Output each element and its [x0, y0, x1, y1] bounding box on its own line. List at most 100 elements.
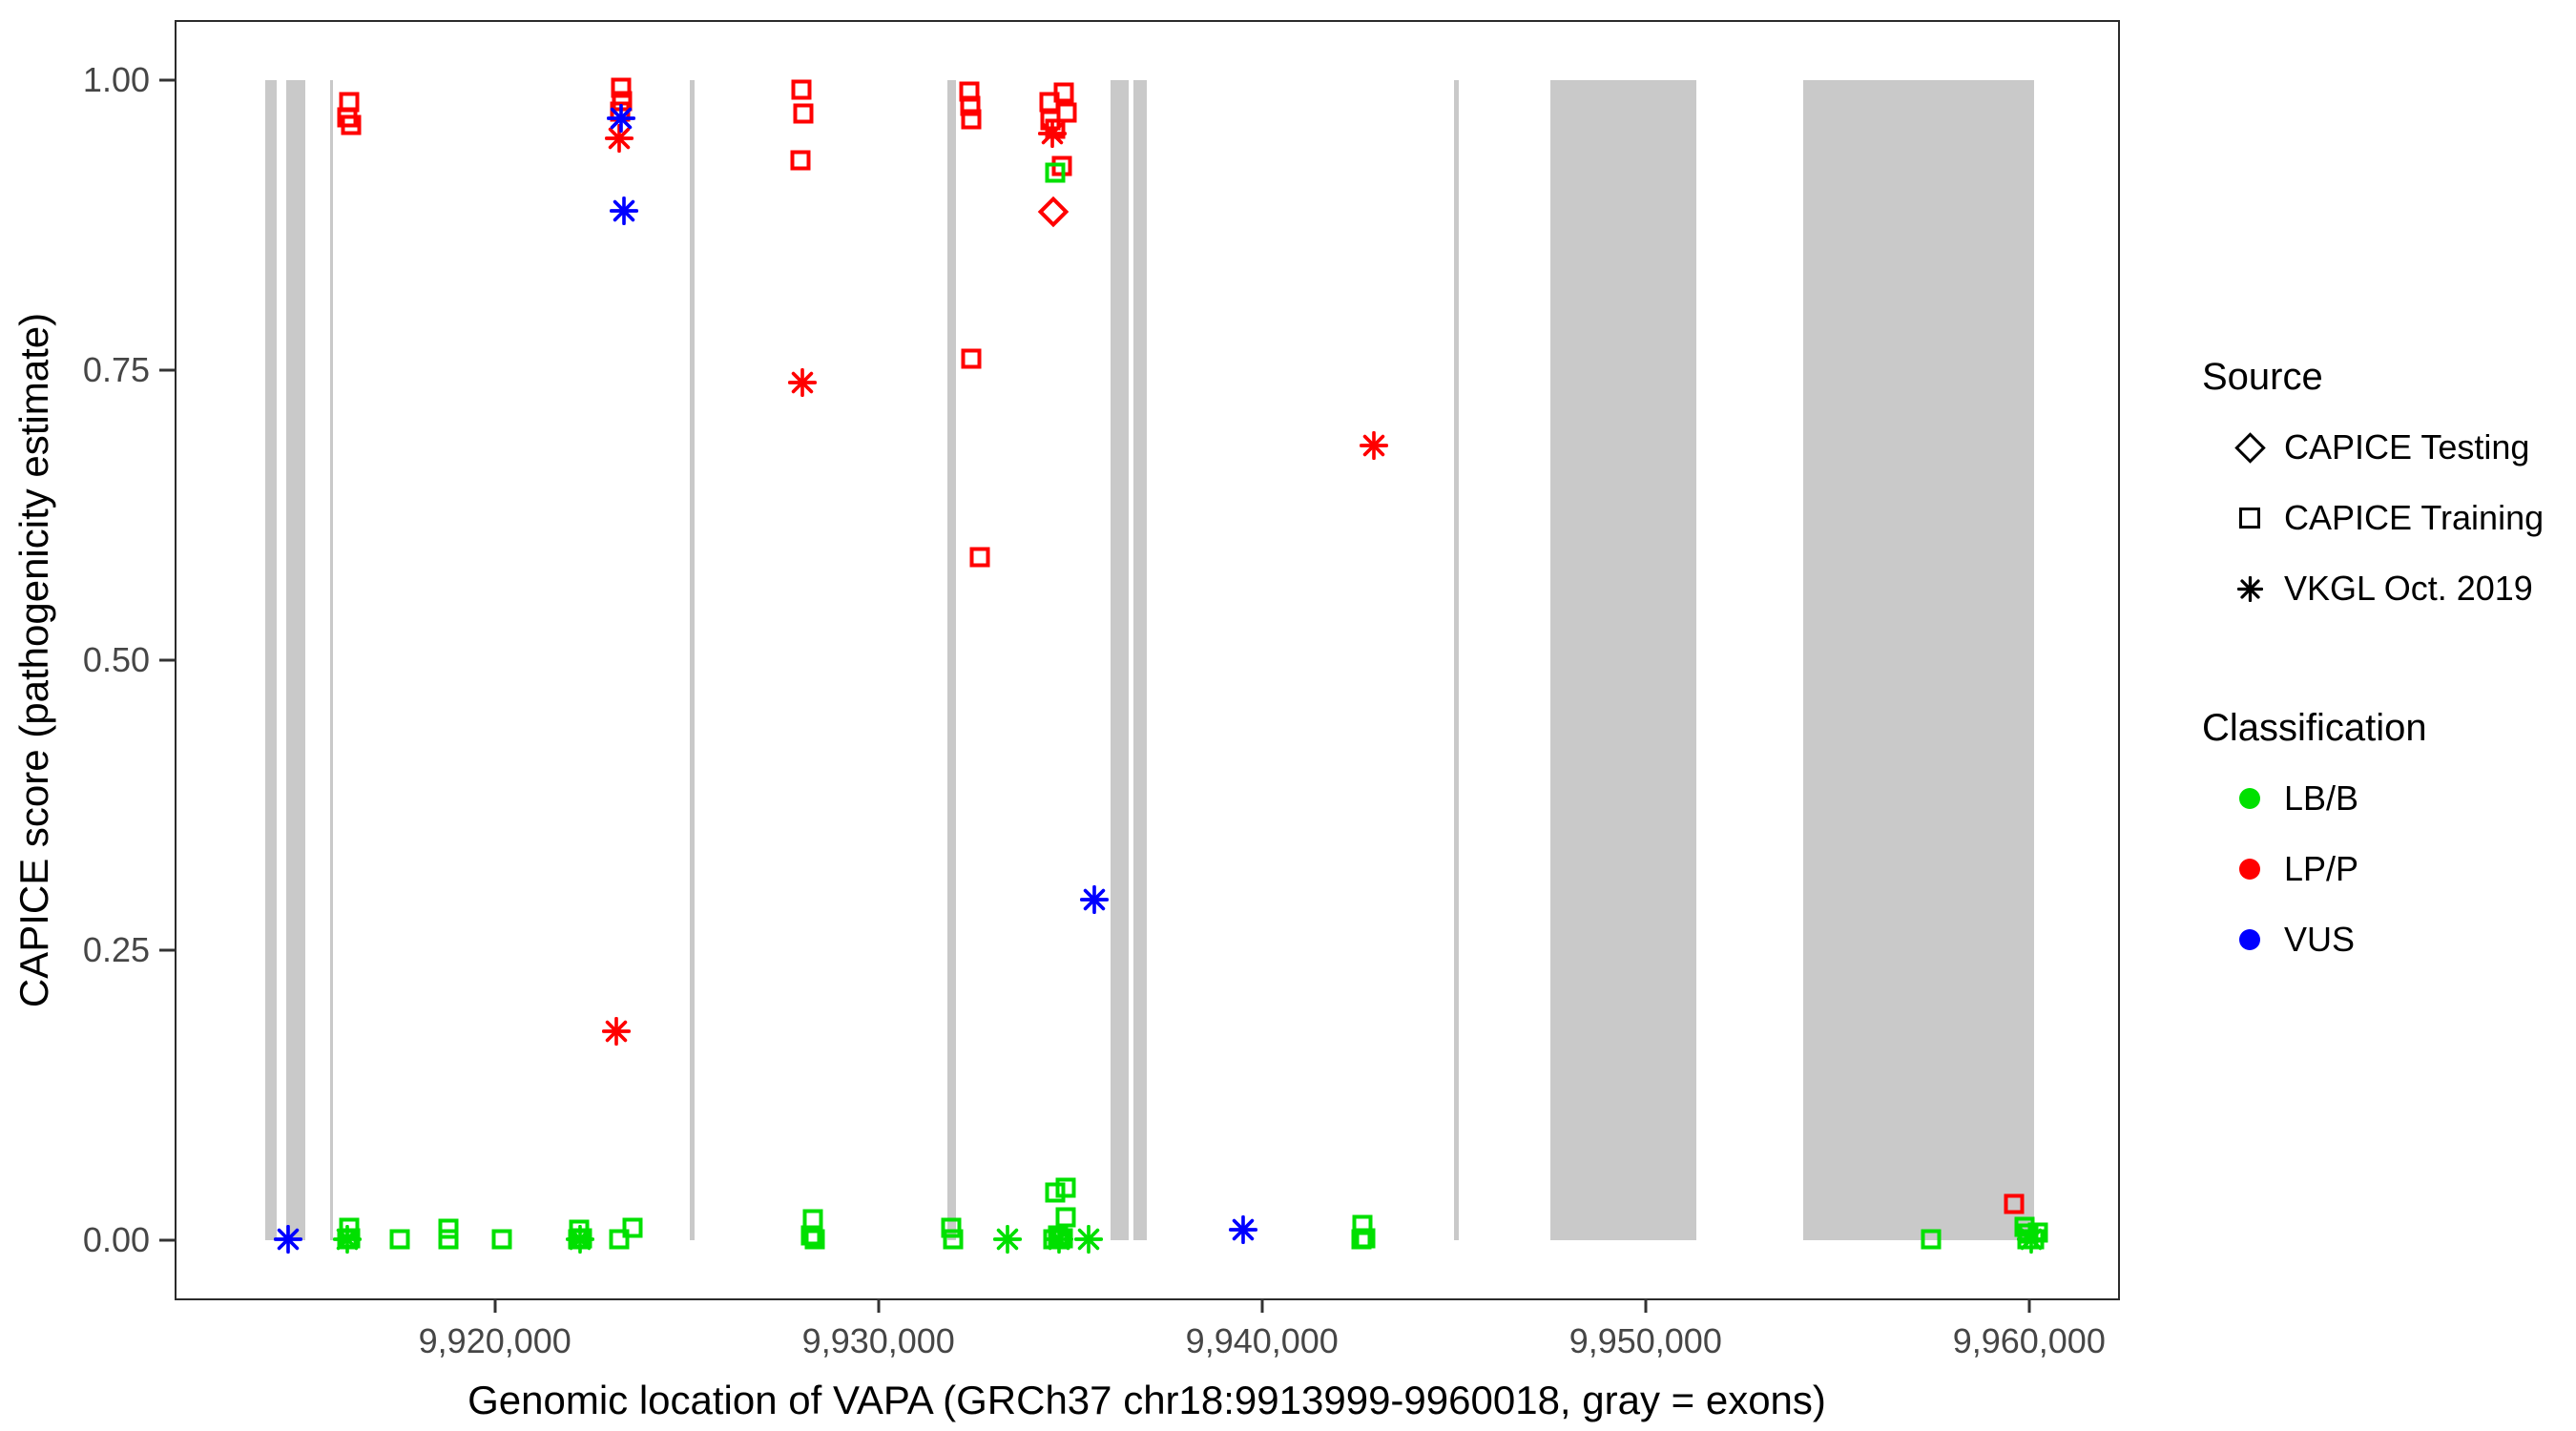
- x-tick-label: 9,930,000: [801, 1321, 955, 1360]
- square-icon: [2239, 508, 2260, 529]
- y-tick-label: 0.75: [82, 349, 150, 389]
- legend-key-asterisk-icon: [2229, 575, 2271, 602]
- data-point: [961, 348, 982, 369]
- y-tick: [159, 78, 175, 82]
- plot-panel: 9,920,000 9,930,000 9,940,000 9,950,000 9,96…: [83, 20, 2120, 1360]
- exon-band: [1550, 79, 1697, 1241]
- x-tick: [493, 1298, 497, 1313]
- legend-source-item: CAPICE Testing: [2187, 412, 2576, 483]
- data-point: [438, 1218, 459, 1239]
- data-point: [605, 123, 634, 153]
- legend-item-label: CAPICE Testing: [2284, 427, 2530, 467]
- data-point: [2017, 1224, 2046, 1254]
- legend-item-label: VUS: [2284, 920, 2356, 959]
- legend-key-circle-icon: [2229, 788, 2271, 809]
- legend-source-item: CAPICE Training: [2187, 483, 2576, 553]
- data-point: [1921, 1229, 1942, 1250]
- data-point: [622, 1217, 643, 1238]
- data-point: [960, 95, 981, 116]
- data-point: [1229, 1215, 1258, 1245]
- x-tick-label: 9,950,000: [1568, 1321, 1722, 1360]
- x-tick: [2027, 1298, 2031, 1313]
- y-tick: [159, 658, 175, 662]
- data-point: [2004, 1193, 2025, 1214]
- data-point: [800, 1225, 821, 1246]
- y-tick-label: 0.50: [82, 640, 150, 679]
- x-tick: [1260, 1298, 1264, 1313]
- y-tick: [159, 1238, 175, 1242]
- y-tick-label: 1.00: [82, 59, 150, 99]
- circle-icon: [2239, 788, 2260, 809]
- legend-key-circle-icon: [2229, 929, 2271, 950]
- data-point: [959, 81, 980, 102]
- data-point: [601, 1017, 631, 1047]
- legend-key-square-icon: [2229, 508, 2271, 529]
- data-point: [491, 1229, 512, 1250]
- legend-item-label: CAPICE Training: [2284, 498, 2545, 537]
- legend-source-item: VKGL Oct. 2019: [2187, 553, 2576, 624]
- data-point: [804, 1229, 825, 1250]
- legend-classification-item: LB/B: [2187, 763, 2576, 834]
- legend-item-label: VKGL Oct. 2019: [2284, 569, 2533, 608]
- exon-band: [1802, 79, 2034, 1241]
- x-tick-label: 9,920,000: [418, 1321, 571, 1360]
- x-tick-label: 9,940,000: [1185, 1321, 1339, 1360]
- data-point: [1045, 162, 1066, 183]
- legend-classification-items: LB/B LP/P VUS: [2187, 763, 2576, 975]
- legend: Source CAPICE Testing CAPICE Training VKGL…: [2187, 342, 2576, 975]
- legend-key-diamond-icon: [2229, 431, 2271, 464]
- data-point: [389, 1229, 410, 1250]
- legend-spacer: [2187, 624, 2576, 693]
- data-point: [1055, 1177, 1076, 1198]
- data-point: [332, 1224, 362, 1254]
- data-point: [1352, 1214, 1373, 1235]
- legend-item-label: LP/P: [2284, 849, 2359, 888]
- legend-classification-title: Classification: [2202, 707, 2427, 749]
- exon-band: [1133, 79, 1148, 1241]
- exon-band: [1110, 79, 1129, 1241]
- diamond-icon: [2233, 431, 2266, 464]
- exon-band: [946, 79, 957, 1241]
- data-point: [969, 547, 990, 568]
- legend-classification-item: VUS: [2187, 904, 2576, 975]
- y-tick: [159, 368, 175, 372]
- exon-band: [286, 79, 305, 1241]
- data-point: [790, 150, 811, 171]
- x-tick-label: 9,960,000: [1952, 1321, 2106, 1360]
- x-tick: [1644, 1298, 1648, 1313]
- data-point: [274, 1224, 303, 1254]
- legend-item-label: LB/B: [2284, 778, 2359, 818]
- data-point: [1355, 1228, 1376, 1249]
- data-point: [793, 103, 814, 124]
- data-point: [791, 79, 812, 100]
- data-point: [788, 368, 818, 398]
- data-point: [943, 1229, 964, 1250]
- y-tick: [159, 948, 175, 952]
- data-point: [1038, 118, 1068, 148]
- y-tick-label: 0.00: [82, 1220, 150, 1260]
- data-point: [1074, 1224, 1104, 1254]
- data-point: [341, 114, 362, 135]
- exon-band: [1453, 79, 1459, 1241]
- data-point: [1360, 430, 1389, 460]
- data-point: [1039, 92, 1060, 113]
- data-point: [1044, 1224, 1073, 1254]
- legend-source-items: CAPICE Testing CAPICE Training VKGL Oct. 2…: [2187, 412, 2576, 624]
- y-tick-label: 0.25: [82, 930, 150, 970]
- data-point: [1037, 197, 1070, 228]
- data-point: [438, 1229, 459, 1250]
- data-point: [1080, 884, 1110, 914]
- legend-classification-item: LP/P: [2187, 834, 2576, 904]
- exon-band: [329, 79, 334, 1241]
- legend-key-circle-icon: [2229, 859, 2271, 880]
- legend-source-title: Source: [2202, 356, 2323, 398]
- exon-band: [689, 79, 696, 1241]
- data-point: [607, 103, 636, 133]
- exon-band: [264, 79, 277, 1241]
- circle-icon: [2239, 929, 2260, 950]
- x-axis-title: Genomic location of VAPA (GRCh37 chr18:9…: [467, 1378, 1826, 1422]
- data-point: [993, 1224, 1023, 1254]
- data-point: [611, 77, 632, 98]
- data-point: [941, 1217, 962, 1238]
